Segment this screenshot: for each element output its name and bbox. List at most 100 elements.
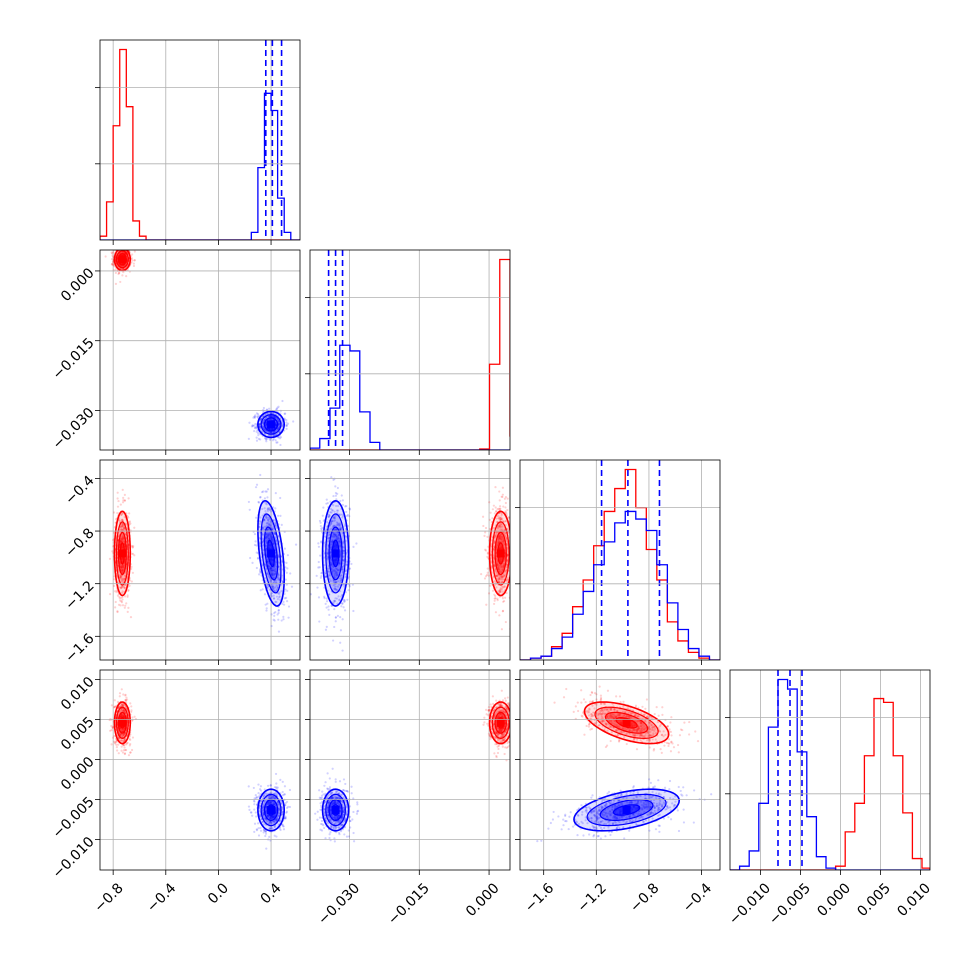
scatter-point — [270, 594, 273, 597]
scatter-point — [255, 426, 258, 429]
scatter-point — [122, 248, 124, 250]
scatter-point — [120, 525, 123, 528]
scatter-point — [119, 587, 122, 590]
scatter-point — [258, 522, 261, 525]
scatter-point — [498, 614, 501, 617]
scatter-point — [280, 589, 283, 593]
scatter-point — [256, 557, 260, 560]
scatter-point — [484, 526, 488, 530]
scatter-point — [272, 576, 276, 580]
scatter-point — [129, 702, 132, 705]
scatter-point — [265, 532, 268, 536]
scatter-point — [257, 437, 260, 440]
scatter-point — [493, 580, 496, 583]
scatter-point — [270, 537, 273, 540]
scatter-point — [491, 517, 494, 520]
scatter-point — [281, 421, 284, 424]
scatter-point — [130, 257, 134, 260]
scatter-point — [255, 436, 258, 439]
scatter-point — [278, 540, 281, 543]
histogram-series-0 — [310, 258, 510, 450]
scatter-point — [119, 280, 122, 284]
scatter-point — [111, 262, 114, 265]
scatter-point — [502, 505, 505, 508]
scatter-point — [285, 427, 288, 430]
scatter-point — [271, 573, 274, 576]
scatter-point — [112, 264, 115, 267]
scatter-point — [259, 473, 262, 477]
scatter-point — [257, 500, 260, 504]
scatter-point — [131, 259, 134, 262]
scatter-point — [268, 508, 271, 511]
scatter-point — [271, 569, 274, 572]
scatter-point — [266, 537, 270, 540]
scatter-point — [333, 625, 336, 629]
scatter-point — [495, 571, 498, 574]
scatter-point — [511, 578, 513, 580]
scatter-point — [129, 247, 131, 249]
scatter-point — [130, 710, 133, 714]
scatter-point — [121, 568, 124, 571]
scatter-point — [133, 526, 136, 529]
scatter-point — [318, 620, 321, 623]
scatter-point — [480, 573, 483, 576]
scatter-point — [269, 534, 272, 537]
scatter-point — [263, 593, 267, 596]
scatter-point — [123, 577, 126, 581]
scatter-point — [258, 425, 261, 428]
scatter-point — [501, 568, 504, 572]
scatter-point — [261, 564, 264, 567]
scatter-point — [492, 602, 496, 606]
scatter-point — [499, 518, 502, 521]
scatter-point — [258, 541, 262, 544]
scatter-point — [119, 576, 122, 579]
scatter-point — [121, 566, 125, 569]
scatter-point — [259, 438, 262, 441]
scatter-point — [277, 534, 280, 537]
scatter-point — [501, 597, 505, 600]
scatter-point — [259, 571, 262, 574]
scatter-point — [120, 578, 123, 581]
scatter-point — [113, 590, 117, 593]
scatter-point — [497, 517, 501, 520]
scatter-point — [128, 520, 132, 523]
scatter-point — [254, 486, 258, 489]
scatter-point — [274, 561, 278, 564]
scatter-point — [486, 552, 490, 555]
scatter-point — [265, 549, 268, 552]
panel-content — [310, 250, 510, 450]
scatter-point — [486, 567, 489, 570]
scatter-point — [278, 596, 281, 599]
scatter-point — [121, 519, 124, 522]
scatter-point — [273, 547, 276, 550]
scatter-point — [498, 507, 501, 510]
scatter-point — [500, 565, 503, 568]
scatter-point — [269, 580, 272, 583]
scatter-point — [122, 499, 125, 502]
scatter-point — [341, 499, 344, 502]
scatter-point — [128, 579, 132, 582]
scatter-point — [269, 418, 272, 421]
scatter-point — [121, 525, 125, 528]
scatter-point — [125, 244, 127, 246]
scatter-point — [131, 716, 134, 719]
scatter-point — [121, 577, 124, 580]
scatter-point — [120, 745, 123, 748]
scatter-point — [498, 499, 501, 502]
scatter-point — [514, 548, 516, 550]
scatter-point — [266, 534, 269, 537]
scatter-point — [268, 428, 271, 431]
scatter-point — [120, 518, 124, 521]
scatter-point — [339, 641, 342, 644]
scatter-point — [287, 605, 291, 608]
panel-0-0 — [95, 39, 301, 245]
scatter-point — [503, 596, 507, 599]
scatter-point — [268, 537, 271, 540]
scatter-point — [271, 569, 274, 572]
scatter-point — [270, 414, 274, 418]
scatter-point — [267, 532, 271, 536]
scatter-point — [275, 441, 278, 444]
scatter-point — [500, 495, 503, 498]
scatter-point — [121, 540, 124, 543]
scatter-point — [272, 594, 275, 597]
